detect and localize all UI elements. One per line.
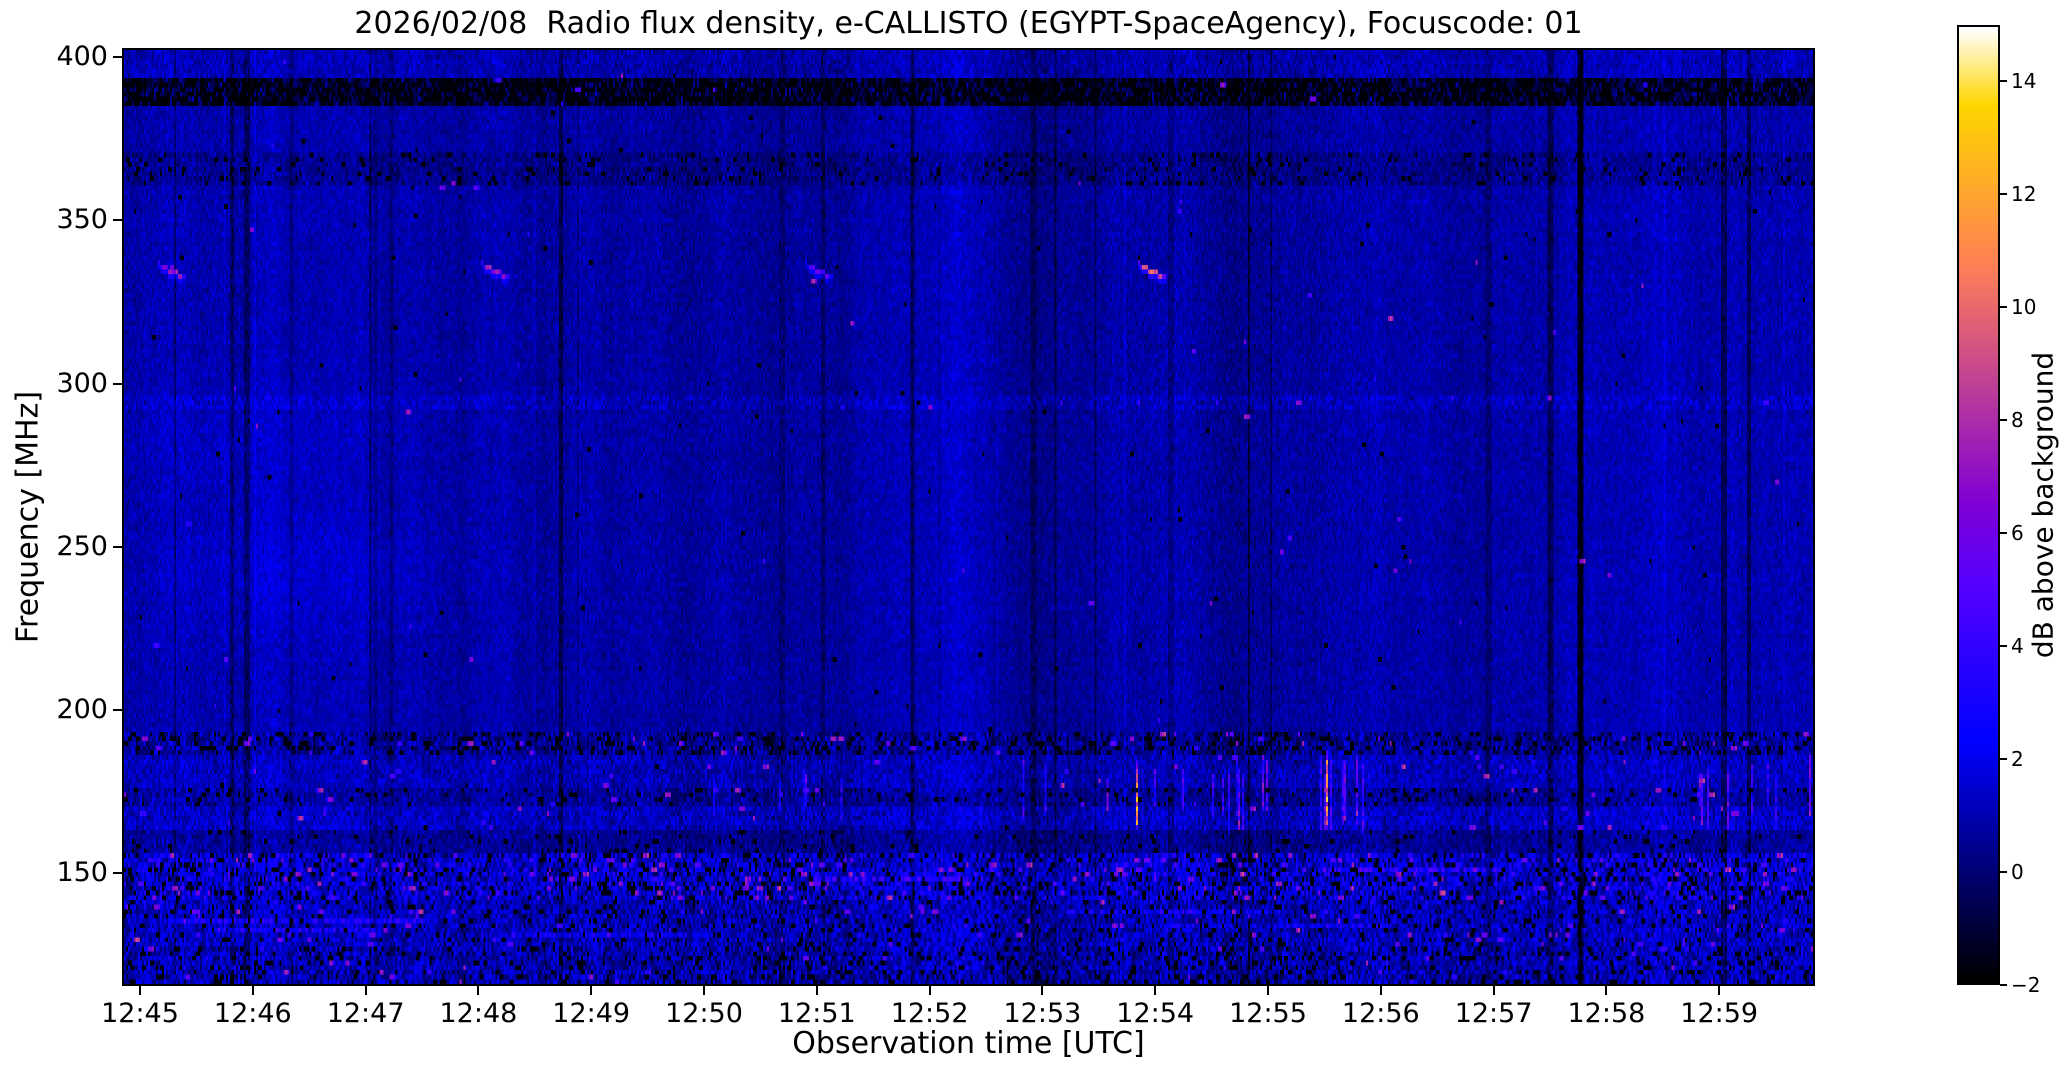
y-tick-mark xyxy=(113,56,122,59)
colorbar-tick-label: 2 xyxy=(2011,747,2024,772)
colorbar-tick-mark xyxy=(2000,645,2007,648)
chart-title: 2026/02/08 Radio flux density, e-CALLIST… xyxy=(354,6,1583,41)
colorbar-tick-label: 6 xyxy=(2011,521,2024,546)
y-tick-label: 200 xyxy=(56,693,108,725)
colorbar-label: dB above background xyxy=(2026,351,2060,659)
colorbar-tick-label: 10 xyxy=(2011,295,2037,320)
colorbar-tick-mark xyxy=(2000,419,2007,422)
x-tick-mark xyxy=(703,986,705,995)
y-tick-label: 300 xyxy=(56,367,108,399)
colorbar-tick-mark xyxy=(2000,80,2007,83)
x-tick-mark xyxy=(1492,986,1495,995)
x-tick-mark xyxy=(364,986,367,995)
x-tick-label: 12:53 xyxy=(1003,998,1082,1029)
x-tick-mark xyxy=(477,986,480,995)
colorbar-tick-label: 0 xyxy=(2011,860,2024,885)
x-tick-label: 12:55 xyxy=(1229,998,1307,1029)
x-tick-label: 12:52 xyxy=(890,998,969,1029)
y-tick-label: 250 xyxy=(56,530,108,562)
y-tick-mark xyxy=(113,708,122,711)
y-tick-mark xyxy=(113,219,122,222)
spectrogram-canvas xyxy=(124,50,1813,984)
x-tick-mark xyxy=(251,986,254,995)
y-axis-label: Frequency [MHz] xyxy=(10,390,46,644)
x-tick-mark xyxy=(1718,986,1721,995)
x-tick-label: 12:58 xyxy=(1567,998,1646,1029)
colorbar-tick-label: 4 xyxy=(2011,634,2024,659)
x-tick-mark xyxy=(1041,986,1044,995)
y-tick-mark xyxy=(113,872,122,875)
x-tick-mark xyxy=(1605,986,1608,995)
colorbar-tick-label: 12 xyxy=(2011,182,2037,207)
x-tick-mark xyxy=(815,986,818,995)
colorbar-tick-label: 14 xyxy=(2011,69,2037,94)
x-tick-mark xyxy=(590,986,593,995)
x-tick-mark xyxy=(928,986,931,995)
x-tick-label: 12:47 xyxy=(326,998,405,1029)
y-tick-label: 350 xyxy=(56,204,108,236)
colorbar-tick-mark xyxy=(2000,984,2007,986)
x-tick-label: 12:57 xyxy=(1454,998,1533,1029)
x-tick-mark xyxy=(1379,986,1382,995)
x-tick-mark xyxy=(139,986,141,995)
y-tick-label: 150 xyxy=(56,857,108,889)
x-tick-label: 12:46 xyxy=(213,998,292,1029)
x-tick-mark xyxy=(1154,986,1157,995)
colorbar-tick-mark xyxy=(2000,193,2007,196)
x-tick-label: 12:49 xyxy=(552,998,631,1029)
x-tick-label: 12:54 xyxy=(1116,998,1195,1029)
colorbar-tick-mark xyxy=(2000,306,2007,309)
x-tick-label: 12:59 xyxy=(1680,998,1759,1029)
colorbar-tick-mark xyxy=(2000,758,2007,761)
colorbar-tick-label: 8 xyxy=(2011,408,2024,433)
colorbar-gradient xyxy=(1959,27,1998,983)
x-tick-mark xyxy=(1267,986,1269,995)
x-tick-label: 12:56 xyxy=(1341,998,1420,1029)
x-axis-label: Observation time [UTC] xyxy=(792,1026,1145,1061)
x-tick-label: 12:45 xyxy=(101,998,179,1029)
colorbar-tick-mark xyxy=(2000,532,2007,535)
y-tick-mark xyxy=(113,545,122,548)
y-tick-label: 400 xyxy=(56,41,108,73)
plot-area xyxy=(122,48,1815,986)
x-tick-label: 12:50 xyxy=(665,998,743,1029)
colorbar-tick-mark xyxy=(2000,871,2007,874)
x-tick-label: 12:48 xyxy=(439,998,518,1029)
x-tick-label: 12:51 xyxy=(777,998,856,1029)
colorbar xyxy=(1957,25,2000,985)
y-tick-mark xyxy=(113,382,122,385)
colorbar-tick-label: −2 xyxy=(2011,973,2041,997)
